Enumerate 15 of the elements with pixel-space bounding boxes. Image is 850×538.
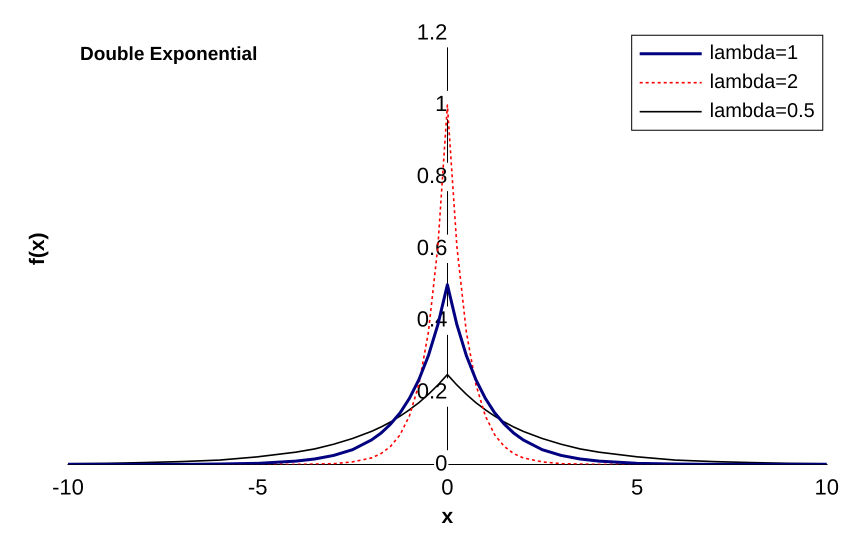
text: Double Exponential	[80, 44, 258, 65]
legend-label: lambda=1	[710, 42, 798, 64]
x-axis-title: x	[442, 505, 454, 528]
x-tick-label: 10	[814, 474, 840, 500]
y-axis-title: f(x)	[26, 232, 49, 266]
legend-label: lambda=2	[710, 71, 798, 94]
y-tick-label: 0.6	[416, 234, 448, 260]
x-tick-label: 5	[630, 474, 644, 500]
x-tick-label: -5	[248, 474, 268, 500]
x-tick-label: -10	[52, 474, 84, 500]
y-tick-label: 1.2	[416, 19, 448, 44]
y-tick-label: 0	[435, 450, 448, 476]
legend-label: lambda=0.5	[710, 100, 815, 122]
y-tick-label: 0.8	[416, 162, 448, 188]
y-tick-label: 1	[435, 91, 448, 116]
